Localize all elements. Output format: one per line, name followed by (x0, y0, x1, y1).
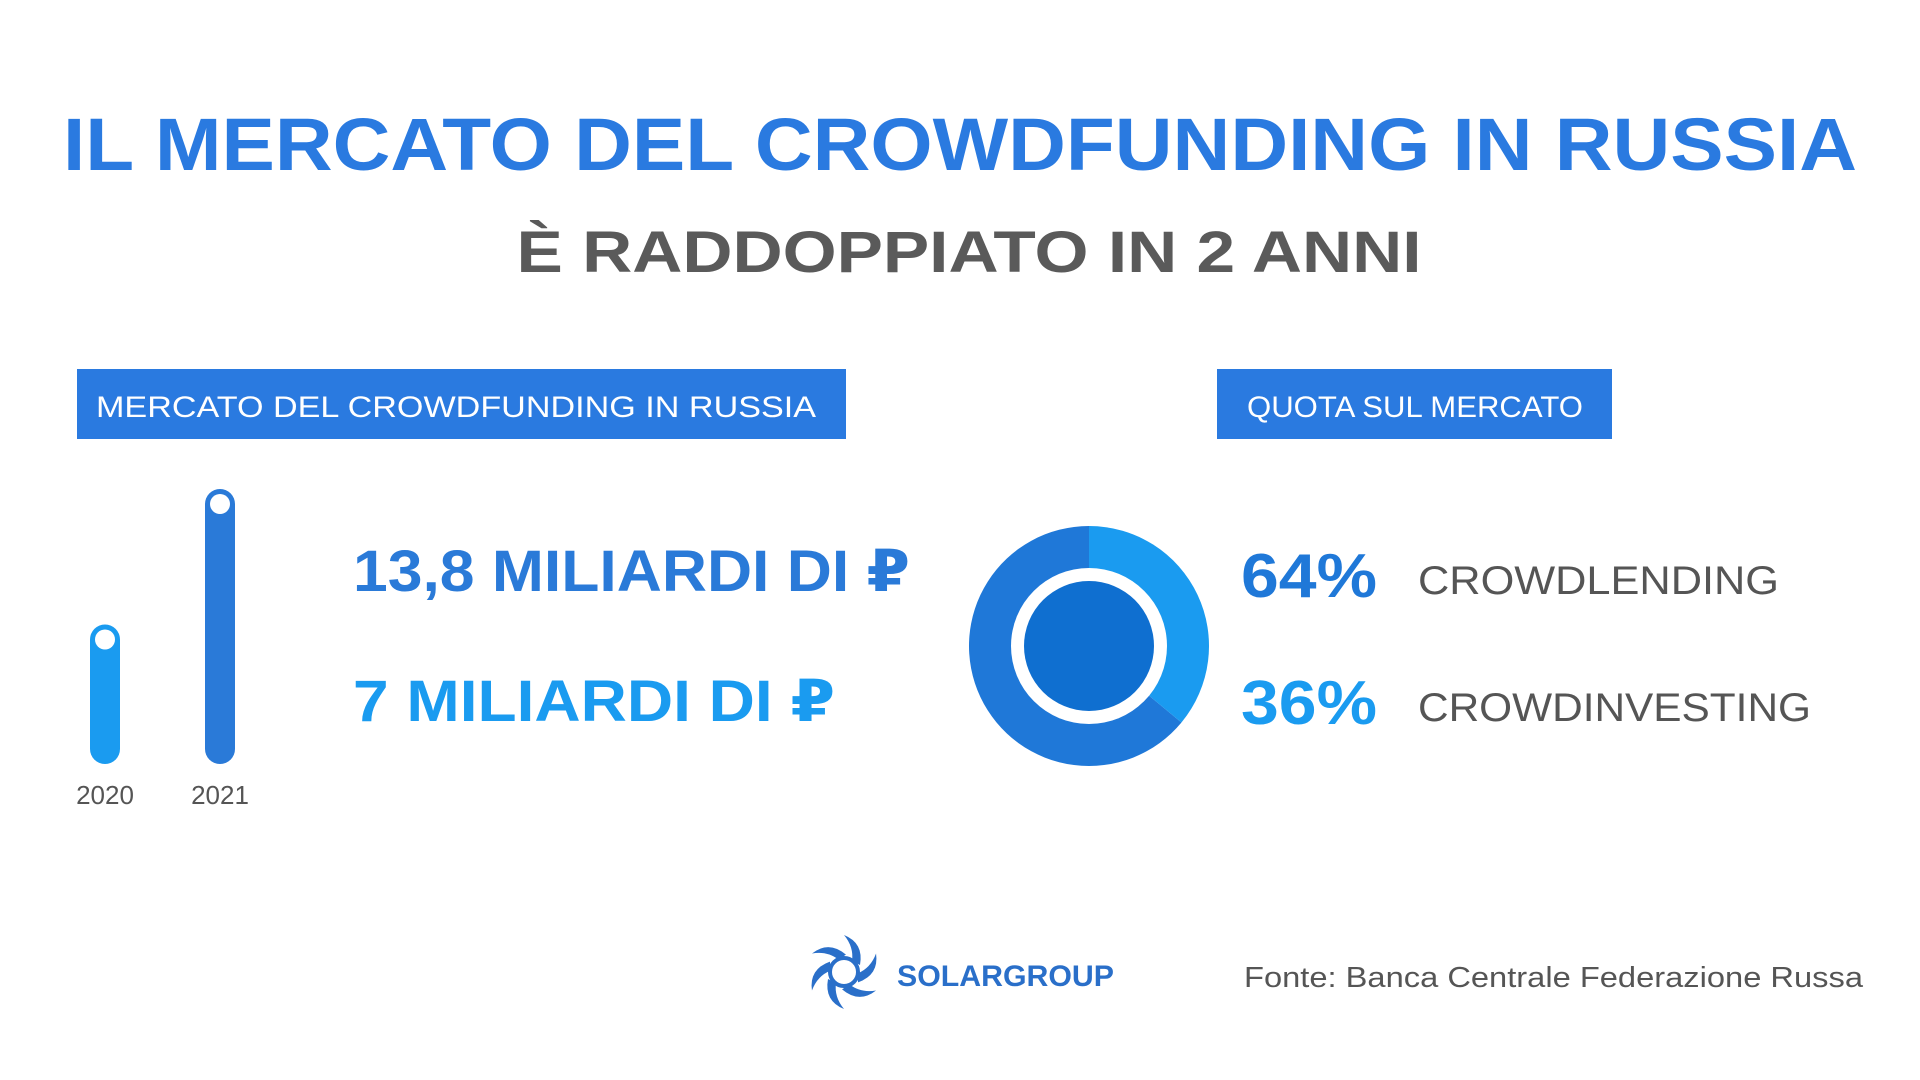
subtitle: È RADDOPPIATO IN 2 ANNI (517, 220, 1422, 285)
value-label: 13,8 MILIARDI DI ₽ (353, 539, 910, 604)
section-box (1217, 369, 1612, 439)
x-tick-label: 2021 (191, 780, 249, 810)
legend-label: CROWDINVESTING (1418, 686, 1811, 730)
source-note: Fonte: Banca Centrale Federazione Russa (1244, 962, 1864, 994)
logo-text: SOLARGROUP (897, 960, 1114, 993)
legend-value: 64% (1241, 542, 1377, 611)
section-title: MERCATO DEL CROWDFUNDING IN RUSSIA (96, 391, 816, 424)
title: IL MERCATO DEL CROWDFUNDING IN RUSSIA (63, 103, 1857, 186)
bar-cap (210, 494, 230, 514)
legend-value: 36% (1241, 669, 1377, 738)
section-title: QUOTA SUL MERCATO (1247, 391, 1583, 424)
bar (205, 489, 235, 764)
logo-icon (811, 935, 877, 1009)
x-tick-label: 2020 (76, 780, 134, 810)
bar (90, 624, 120, 764)
section-box (77, 369, 846, 439)
donut-center (1024, 581, 1154, 711)
bar-cap (95, 629, 115, 650)
value-label: 7 MILIARDI DI ₽ (353, 669, 835, 734)
legend-label: CROWDLENDING (1418, 559, 1779, 603)
